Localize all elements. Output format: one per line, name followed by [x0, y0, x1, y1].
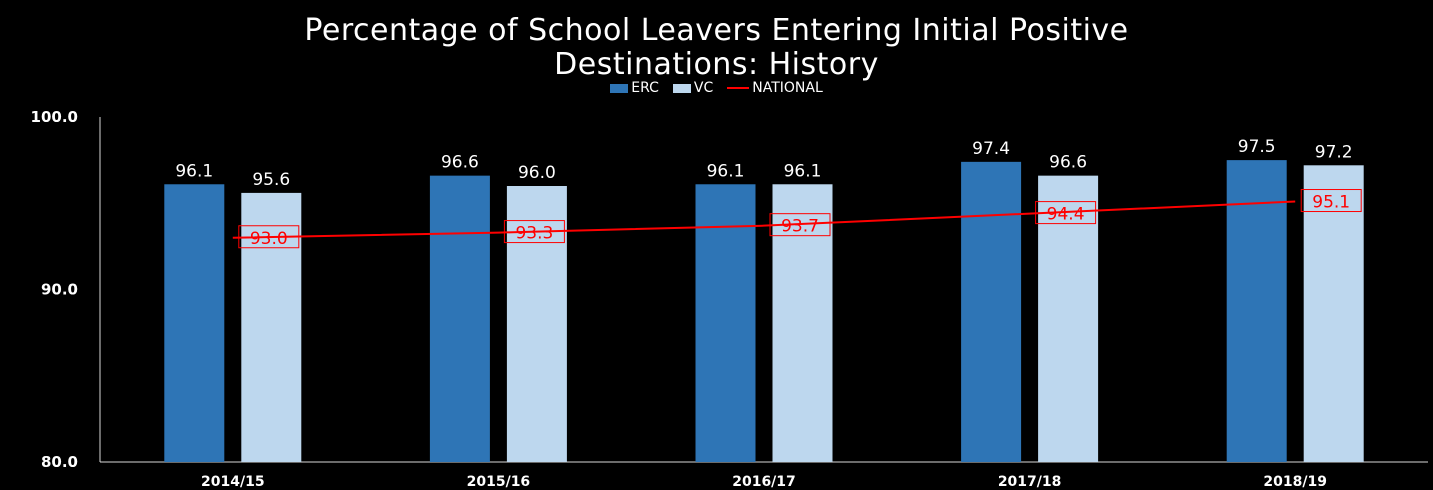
chart-title: Percentage of School Leavers Entering In… — [0, 14, 1433, 82]
line-national — [232, 200, 1296, 239]
y-tick-label: 100.0 — [31, 108, 78, 126]
legend-label-national: NATIONAL — [752, 80, 823, 96]
data-label-erc: 96.6 — [441, 153, 479, 173]
data-label-national: 93.7 — [781, 217, 819, 237]
chart-title-line-1: Percentage of School Leavers Entering In… — [304, 13, 1129, 48]
data-label-vc: 96.1 — [784, 161, 822, 181]
legend-item-national: NATIONAL — [727, 80, 823, 96]
data-label-vc: 97.2 — [1315, 142, 1353, 162]
data-label-erc: 96.1 — [175, 161, 213, 181]
bar-erc — [695, 184, 756, 462]
bar-erc — [164, 184, 225, 462]
data-label-erc: 97.4 — [972, 139, 1010, 159]
bar-vc — [1303, 165, 1364, 463]
data-label-box-national — [503, 220, 565, 244]
data-label-vc: 96.0 — [518, 163, 556, 183]
legend-label-erc: ERC — [631, 80, 659, 96]
data-label-erc: 96.1 — [707, 161, 745, 181]
legend-label-vc: VC — [693, 80, 714, 96]
x-tick-label: 2018/19 — [1263, 474, 1327, 490]
data-label-vc: 96.6 — [1049, 153, 1087, 173]
legend-item-vc: VC — [672, 80, 714, 96]
bar-erc — [961, 161, 1022, 462]
x-tick-label: 2014/15 — [201, 474, 265, 490]
x-tick-label: 2017/18 — [998, 474, 1062, 490]
x-tick-label: 2015/16 — [467, 474, 531, 490]
legend-swatch-national — [727, 87, 750, 89]
legend-item-erc: ERC — [610, 80, 659, 96]
data-label-national: 93.0 — [250, 229, 288, 249]
legend-swatch-vc — [672, 83, 691, 93]
bar-erc — [1226, 160, 1287, 462]
data-label-vc: 95.6 — [252, 170, 290, 190]
chart-legend: ERC VC NATIONAL — [0, 80, 1433, 96]
y-tick-label: 90.0 — [41, 281, 78, 299]
y-tick-label: 80.0 — [41, 453, 78, 471]
data-label-box-national — [1300, 189, 1362, 213]
data-label-box-national — [769, 213, 831, 237]
x-tick-label: 2016/17 — [732, 474, 796, 490]
bar-vc — [772, 184, 833, 462]
data-label-national: 95.1 — [1312, 193, 1350, 213]
data-label-national: 94.4 — [1047, 205, 1085, 225]
data-label-box-national — [238, 225, 300, 249]
data-label-box-national — [1035, 201, 1097, 225]
data-label-erc: 97.5 — [1238, 137, 1276, 157]
bar-erc — [429, 175, 490, 462]
chart-title-line-2: Destinations: History — [554, 47, 879, 82]
data-label-national: 93.3 — [515, 224, 553, 244]
legend-swatch-erc — [610, 83, 629, 93]
